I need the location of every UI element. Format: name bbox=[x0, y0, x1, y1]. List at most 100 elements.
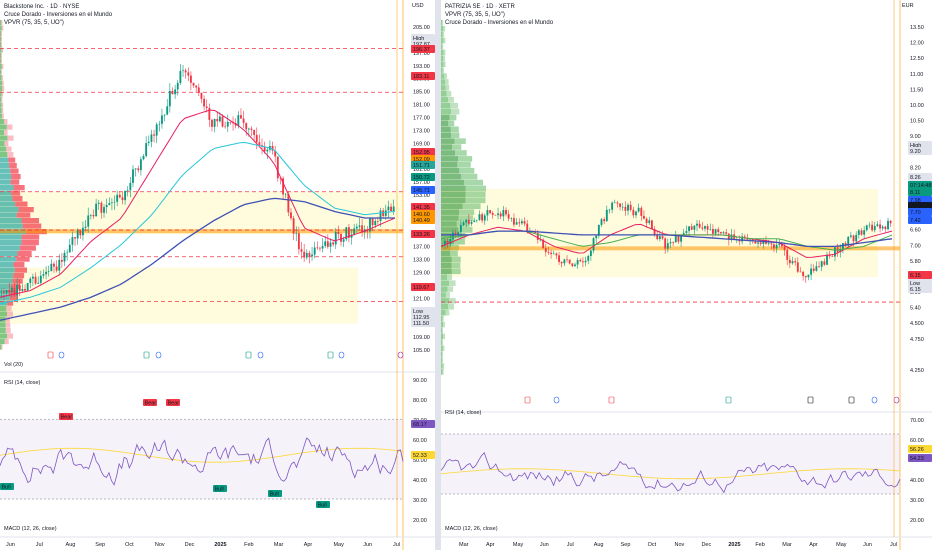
price-badge-bg bbox=[411, 161, 435, 169]
volume-profile-bar bbox=[443, 61, 446, 68]
candle-body bbox=[844, 243, 847, 246]
volume-profile-bar bbox=[1, 75, 3, 81]
price-badge: 140.60 bbox=[413, 212, 430, 218]
right-rsi-label[interactable]: RSI (14, close) bbox=[445, 410, 482, 416]
right-currency-label: EUR bbox=[902, 3, 914, 9]
candle-body bbox=[481, 214, 484, 221]
candle-body bbox=[544, 248, 547, 253]
volume-profile-bar bbox=[0, 256, 17, 262]
left-chart-canvas[interactable]: 205.00201.00197.00193.00189.00185.00181.… bbox=[0, 0, 435, 550]
candle-body bbox=[213, 118, 216, 127]
volume-profile-bar bbox=[9, 295, 18, 301]
volume-profile-bar bbox=[447, 286, 454, 292]
volume-profile-bar bbox=[4, 119, 8, 125]
price-tick-label: 185.00 bbox=[413, 90, 430, 96]
right-macd-label[interactable]: MACD (12, 26, close) bbox=[445, 526, 498, 532]
candle-body bbox=[379, 210, 382, 222]
volume-profile-bar bbox=[0, 234, 22, 240]
pane-divider[interactable] bbox=[435, 0, 441, 550]
time-tick-label: Jul bbox=[567, 542, 574, 548]
price-badge: Low bbox=[910, 281, 920, 287]
candle-body bbox=[449, 238, 452, 245]
volume-profile-bar bbox=[6, 124, 13, 130]
right-chart-pane[interactable]: 13.5012.5011.5010.509.408.607.807.006.20… bbox=[441, 0, 932, 550]
right-indicator-vpvr[interactable]: VPVR (75, 35, 5, UO") bbox=[445, 12, 505, 18]
candle-body bbox=[887, 220, 889, 230]
candle-body bbox=[704, 226, 706, 229]
candle-body bbox=[326, 241, 329, 247]
left-symbol-title[interactable]: Blackstone Inc. · 1D · NYSE bbox=[4, 4, 80, 10]
volume-profile-bar bbox=[447, 274, 453, 281]
candle-body bbox=[778, 243, 781, 245]
candle-body bbox=[510, 218, 513, 219]
volume-profile-bar bbox=[441, 369, 443, 375]
rsi-line bbox=[441, 452, 901, 494]
volume-profile-bar bbox=[441, 304, 449, 310]
volume-profile-bar bbox=[445, 79, 449, 85]
price-tick-label: 10.00 bbox=[910, 103, 924, 109]
candle-body bbox=[629, 204, 632, 210]
candle-body bbox=[730, 234, 733, 240]
volume-profile-bar bbox=[7, 311, 13, 317]
volume-profile-bar bbox=[0, 124, 7, 130]
candle-body bbox=[727, 233, 730, 240]
price-tick-label: 133.00 bbox=[413, 258, 430, 264]
candle-body bbox=[63, 252, 66, 262]
candle-body bbox=[497, 213, 499, 216]
candle-body bbox=[295, 233, 298, 234]
volume-profile-bar bbox=[442, 345, 445, 352]
volume-profile-bar bbox=[441, 250, 451, 257]
right-symbol-title[interactable]: PATRIZIA SE · 1D · XETR bbox=[445, 4, 515, 10]
volume-profile-bar bbox=[441, 333, 444, 340]
candle-body bbox=[245, 122, 248, 130]
candle-body bbox=[79, 230, 82, 236]
candle-body bbox=[192, 82, 195, 86]
candle-body bbox=[873, 226, 876, 231]
right-indicator-cruce[interactable]: Cruce Dorado - Inversiones en el Mundo bbox=[445, 20, 554, 26]
volume-profile-bar bbox=[445, 309, 450, 316]
candle-body bbox=[390, 206, 392, 211]
candle-body bbox=[84, 226, 87, 228]
candle-body bbox=[621, 206, 624, 208]
time-tick-label: Jul bbox=[393, 542, 400, 548]
time-tick-label: Mar bbox=[274, 542, 284, 548]
left-indicator-cruce[interactable]: Cruce Dorado - Inversiones en el Mundo bbox=[4, 12, 113, 18]
candle-body bbox=[5, 290, 8, 293]
price-badge: 9.20 bbox=[910, 149, 921, 155]
candle-body bbox=[685, 231, 688, 233]
candle-body bbox=[384, 210, 387, 216]
candle-body bbox=[597, 224, 600, 236]
price-tick-label: 11.50 bbox=[910, 87, 923, 93]
price-badge: 150.72 bbox=[413, 175, 430, 181]
left-volume-label[interactable]: Vol (20) bbox=[4, 362, 23, 368]
volume-profile-bar bbox=[441, 215, 459, 221]
rsi-signal-badge: Bear bbox=[168, 400, 180, 406]
volume-profile-bar bbox=[442, 351, 443, 357]
candle-body bbox=[319, 247, 321, 249]
volume-profile-bar bbox=[441, 156, 459, 162]
candle-body bbox=[392, 206, 395, 211]
candle-body bbox=[786, 250, 789, 260]
candle-body bbox=[92, 215, 95, 217]
price-tick-label: 11.00 bbox=[910, 72, 923, 78]
rsi-signal-badge: Bull bbox=[270, 491, 279, 497]
left-rsi-label[interactable]: RSI (14, close) bbox=[4, 380, 41, 386]
candle-body bbox=[179, 70, 182, 83]
candle-body bbox=[871, 224, 874, 231]
event-marker bbox=[155, 351, 162, 359]
rsi-tick-label: 60.00 bbox=[413, 438, 427, 444]
price-tick-label: 197.00 bbox=[413, 51, 430, 57]
candle-body bbox=[324, 241, 327, 246]
volume-profile-bar bbox=[0, 196, 13, 202]
volume-profile-bar bbox=[7, 152, 14, 158]
volume-profile-bar bbox=[0, 86, 3, 92]
left-macd-label[interactable]: MACD (12, 26, close) bbox=[4, 526, 57, 532]
left-indicator-vpvr[interactable]: VPVR (75, 35, 5, UO") bbox=[4, 20, 64, 26]
volume-profile-bar bbox=[0, 179, 11, 185]
left-chart-pane[interactable]: 205.00201.00197.00193.00189.00185.00181.… bbox=[0, 0, 435, 550]
price-badge-bg bbox=[411, 230, 435, 238]
volume-profile-bar bbox=[441, 357, 443, 363]
right-chart-canvas[interactable]: 13.5012.5011.5010.509.408.607.807.006.20… bbox=[441, 0, 932, 550]
price-badge: High bbox=[910, 143, 921, 149]
price-badge-bg bbox=[411, 283, 435, 291]
